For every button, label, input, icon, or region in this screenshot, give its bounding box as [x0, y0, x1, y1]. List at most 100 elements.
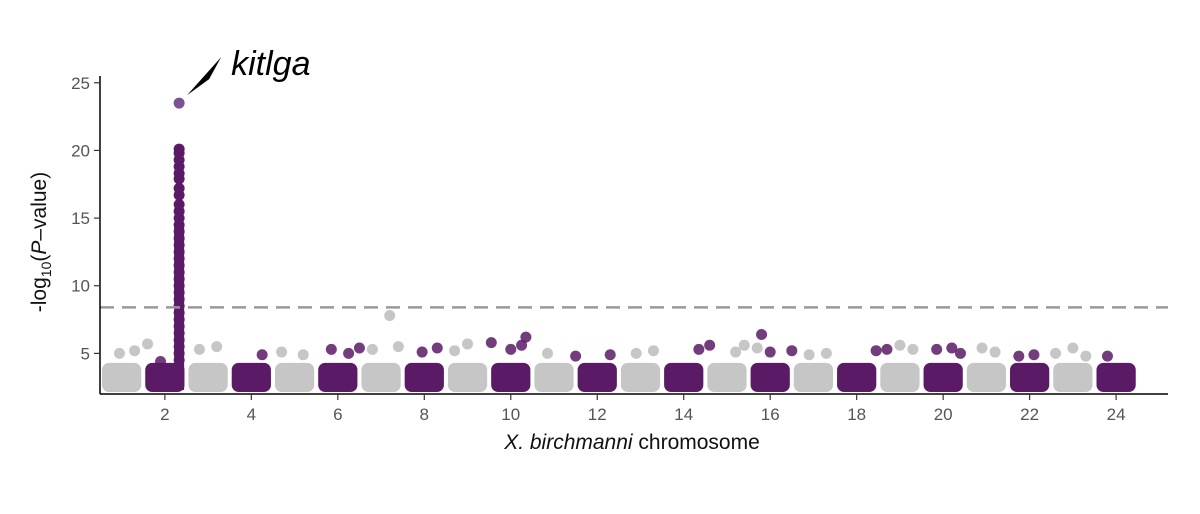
x-axis-ticks: 2 4 6 8 10 12 14 16 18 20 22 24	[160, 394, 1126, 424]
data-point	[1080, 350, 1092, 362]
data-point	[505, 343, 517, 355]
data-point	[449, 345, 461, 357]
data-point	[1013, 350, 1025, 362]
y-axis-ticks: 5 10 15 20 25	[71, 74, 100, 363]
x-tick-label: 16	[761, 405, 780, 424]
peak-point	[173, 199, 185, 211]
data-point	[1101, 350, 1113, 362]
x-axis-title-italic: X. birchmanni	[503, 431, 634, 454]
chromosome-band-20	[923, 362, 963, 392]
data-point	[820, 347, 832, 359]
data-point	[647, 345, 659, 357]
data-point	[416, 346, 428, 358]
chromosome-band-6	[318, 362, 358, 392]
data-point	[693, 343, 705, 355]
data-point	[870, 345, 882, 357]
data-point	[142, 338, 154, 350]
data-point	[764, 346, 776, 358]
data-point	[786, 345, 798, 357]
axes	[99, 76, 1168, 395]
y-tick-label: 20	[71, 141, 90, 160]
chromosome-band-9	[447, 362, 488, 392]
chromosome-band-15	[707, 362, 747, 392]
y-tick-label: 5	[81, 344, 90, 363]
chromosome-band-24	[1096, 362, 1136, 392]
data-point	[730, 346, 742, 358]
data-point	[756, 328, 768, 340]
y-axis-title-subscript: 10	[38, 261, 54, 277]
chromosome-bands	[102, 362, 1136, 392]
data-point	[384, 310, 396, 322]
x-tick-label: 14	[674, 405, 693, 424]
data-point	[542, 347, 554, 359]
data-point	[129, 345, 141, 357]
peak-points	[173, 97, 185, 390]
y-tick-label: 25	[71, 74, 90, 93]
x-tick-label: 22	[1020, 405, 1039, 424]
data-point	[211, 341, 223, 353]
chromosome-band-19	[880, 362, 920, 392]
significant-points	[113, 310, 1113, 368]
data-point	[881, 343, 893, 355]
data-point	[751, 342, 763, 354]
data-point	[946, 342, 958, 354]
chromosome-band-22	[1010, 362, 1050, 392]
x-axis-title-rest: chromosome	[633, 431, 760, 454]
chromosome-band-18	[837, 362, 877, 392]
y-tick-label: 15	[71, 209, 90, 228]
chromosome-band-3	[188, 362, 228, 392]
data-point	[1050, 347, 1062, 359]
x-axis-title: X. birchmanni chromosome	[503, 431, 760, 454]
y-tick-label: 10	[71, 277, 90, 296]
chromosome-band-14	[664, 362, 704, 392]
data-point	[462, 338, 474, 350]
chromosome-band-10	[491, 362, 531, 392]
annotation-label: kitlga	[231, 45, 310, 83]
x-tick-label: 4	[247, 405, 256, 424]
peak-point	[173, 182, 185, 194]
chromosome-band-23	[1053, 362, 1093, 392]
data-point	[343, 347, 355, 359]
data-point	[353, 342, 365, 354]
chromosome-band-16	[750, 362, 790, 392]
data-point	[894, 339, 906, 351]
x-tick-label: 2	[160, 405, 169, 424]
data-point	[1067, 342, 1079, 354]
x-tick-label: 8	[420, 405, 429, 424]
data-point	[113, 347, 125, 359]
data-point	[907, 343, 919, 355]
chromosome-band-7	[361, 362, 401, 392]
data-point	[366, 343, 378, 355]
y-axis-title-open: (	[28, 255, 51, 262]
x-tick-label: 18	[847, 405, 866, 424]
data-point	[630, 347, 642, 359]
data-point	[276, 346, 288, 358]
y-axis-title: -log10(P–value)	[28, 172, 54, 313]
data-point	[931, 343, 943, 355]
data-point	[431, 342, 443, 354]
data-point	[976, 342, 988, 354]
data-point	[1028, 349, 1040, 361]
chromosome-band-17	[793, 362, 834, 392]
x-tick-label: 24	[1107, 405, 1126, 424]
data-point	[704, 339, 716, 351]
y-axis-title-prefix: -log	[28, 277, 51, 312]
annotation-arrow-icon	[187, 57, 222, 96]
chromosome-band-8	[404, 362, 444, 392]
y-axis-title-suffix: –value)	[28, 172, 51, 241]
data-point	[954, 347, 966, 359]
chromosome-band-5	[274, 362, 315, 392]
data-point	[392, 341, 404, 353]
x-tick-label: 20	[934, 405, 953, 424]
data-point	[325, 343, 337, 355]
data-point	[570, 350, 582, 362]
data-point	[485, 337, 497, 349]
data-point	[520, 331, 532, 343]
data-point	[989, 346, 1001, 358]
data-point	[155, 356, 167, 368]
peak-top-point	[173, 97, 185, 109]
x-tick-label: 6	[333, 405, 342, 424]
data-point	[516, 339, 528, 351]
chromosome-band-1	[102, 362, 142, 392]
